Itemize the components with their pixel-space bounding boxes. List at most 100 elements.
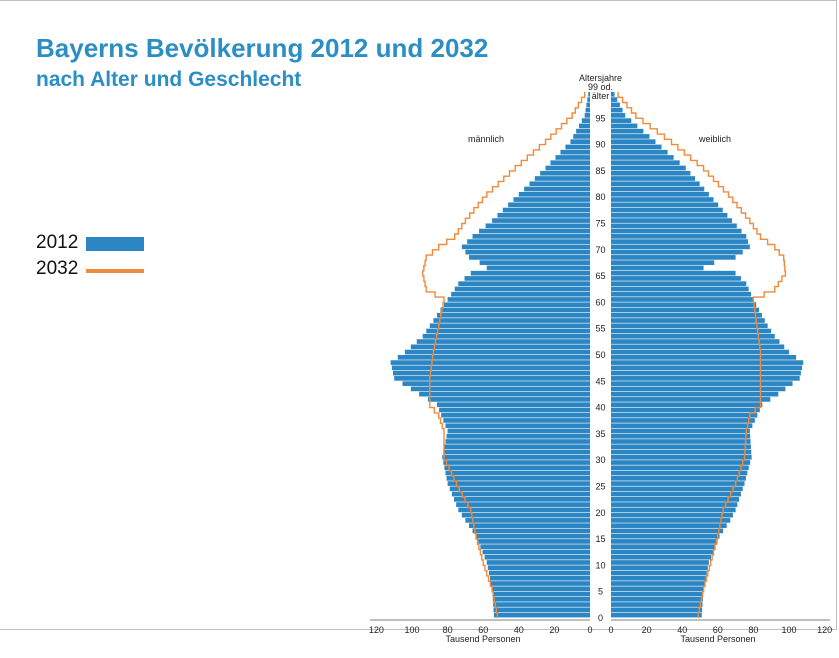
bar-male-2012 xyxy=(581,118,590,123)
bar-female-2012 xyxy=(611,539,718,544)
bar-male-2012 xyxy=(436,402,590,407)
bar-male-2012 xyxy=(484,554,590,560)
bar-male-2012 xyxy=(461,244,590,250)
bar-male-2012 xyxy=(447,297,590,302)
bar-female-2012 xyxy=(611,370,801,376)
bar-female-2012 xyxy=(611,207,723,213)
bar-male-2012 xyxy=(489,575,590,581)
bar-male-2012 xyxy=(478,539,590,544)
bar-female-2012 xyxy=(611,307,760,313)
legend: 2012 2032 xyxy=(36,232,176,284)
bar-female-2012 xyxy=(611,418,755,423)
bar-male-2012 xyxy=(573,134,590,139)
bar-male-2012 xyxy=(560,149,590,155)
bar-male-2012 xyxy=(433,318,590,323)
bar-male-2012 xyxy=(513,197,590,202)
chart-frame xyxy=(0,0,837,630)
bar-female-2012 xyxy=(611,113,626,118)
bar-male-2012 xyxy=(446,475,590,481)
bar-female-2012 xyxy=(611,391,779,397)
bar-male-2012 xyxy=(468,255,590,260)
legend-swatch-2032 xyxy=(86,269,144,273)
bar-male-2012 xyxy=(465,249,590,255)
bar-female-2012 xyxy=(611,439,751,444)
bar-female-2012 xyxy=(611,386,786,392)
bar-female-2012 xyxy=(611,554,712,560)
bar-female-2012 xyxy=(611,318,765,323)
bar-female-2012 xyxy=(611,602,703,607)
line-male-2032 xyxy=(422,92,586,618)
age-tick-label: 50 xyxy=(595,350,605,360)
bar-male-2012 xyxy=(497,212,590,218)
bar-male-2012 xyxy=(487,565,590,571)
bar-male-2012 xyxy=(468,523,590,528)
bar-female-2012 xyxy=(611,260,715,265)
x-tick-label-left: 0 xyxy=(587,625,592,635)
bar-female-2012 xyxy=(611,581,705,586)
bar-female-2012 xyxy=(611,212,728,218)
x-tick-label-right: 120 xyxy=(817,625,832,635)
bar-female-2012 xyxy=(611,381,793,386)
bar-female-2012 xyxy=(611,470,748,476)
legend-label-2032: 2032 xyxy=(36,258,79,279)
bar-female-2012 xyxy=(611,181,700,187)
legend-label-2012: 2012 xyxy=(36,232,79,253)
bar-male-2012 xyxy=(410,386,590,392)
bar-male-2012 xyxy=(404,349,590,355)
bar-male-2012 xyxy=(390,360,590,365)
bar-female-2012 xyxy=(611,97,618,102)
bar-male-2012 xyxy=(446,433,590,439)
bar-male-2012 xyxy=(447,428,590,434)
bar-female-2012 xyxy=(611,139,656,144)
bar-male-2012 xyxy=(454,497,590,502)
bar-male-2012 xyxy=(485,223,590,229)
bar-female-2012 xyxy=(611,570,707,576)
bar-female-2012 xyxy=(611,276,741,281)
bar-female-2012 xyxy=(611,92,615,97)
bar-female-2012 xyxy=(611,460,751,465)
bar-female-2012 xyxy=(611,423,753,429)
bar-male-2012 xyxy=(441,412,590,418)
bar-male-2012 xyxy=(529,181,590,187)
bar-male-2012 xyxy=(449,486,590,492)
bar-male-2012 xyxy=(492,591,590,597)
bar-female-2012 xyxy=(611,355,797,360)
bar-male-2012 xyxy=(578,123,590,129)
bar-male-2012 xyxy=(586,102,590,108)
bar-male-2012 xyxy=(476,533,590,539)
bar-male-2012 xyxy=(524,186,590,192)
bar-male-2012 xyxy=(442,454,590,460)
bar-male-2012 xyxy=(391,365,590,371)
bar-male-2012 xyxy=(454,286,590,292)
bar-female-2012 xyxy=(611,481,745,486)
bar-male-2012 xyxy=(428,397,590,402)
bar-female-2012 xyxy=(611,376,800,381)
bar-male-2012 xyxy=(492,596,590,602)
bar-female-2012 xyxy=(611,502,738,507)
bar-male-2012 xyxy=(550,160,590,166)
bar-female-2012 xyxy=(611,302,757,308)
bar-female-2012 xyxy=(611,596,703,602)
bar-female-2012 xyxy=(611,202,719,208)
bar-female-2012 xyxy=(611,176,696,181)
x-axis-label-right: Tausend Personen xyxy=(680,634,755,644)
age-axis-label: 99 od. xyxy=(588,82,613,92)
age-axis-label: Altersjahre xyxy=(579,73,622,83)
bar-female-2012 xyxy=(611,397,771,402)
bar-female-2012 xyxy=(611,191,709,197)
bar-male-2012 xyxy=(445,423,590,429)
age-tick-label: 70 xyxy=(595,245,605,255)
bar-female-2012 xyxy=(611,507,736,513)
bar-male-2012 xyxy=(488,570,590,576)
bar-male-2012 xyxy=(502,207,590,213)
age-tick-label: 10 xyxy=(595,560,605,570)
age-tick-label: 60 xyxy=(595,297,605,307)
x-tick-label-right: 80 xyxy=(748,625,758,635)
age-tick-label: 90 xyxy=(595,140,605,150)
bar-male-2012 xyxy=(445,439,590,444)
chart-subtitle: nach Alter und Geschlecht xyxy=(36,68,302,91)
bar-female-2012 xyxy=(611,134,650,139)
bar-male-2012 xyxy=(545,165,590,171)
label-weiblich: weiblich xyxy=(698,134,731,144)
bar-female-2012 xyxy=(611,255,736,260)
